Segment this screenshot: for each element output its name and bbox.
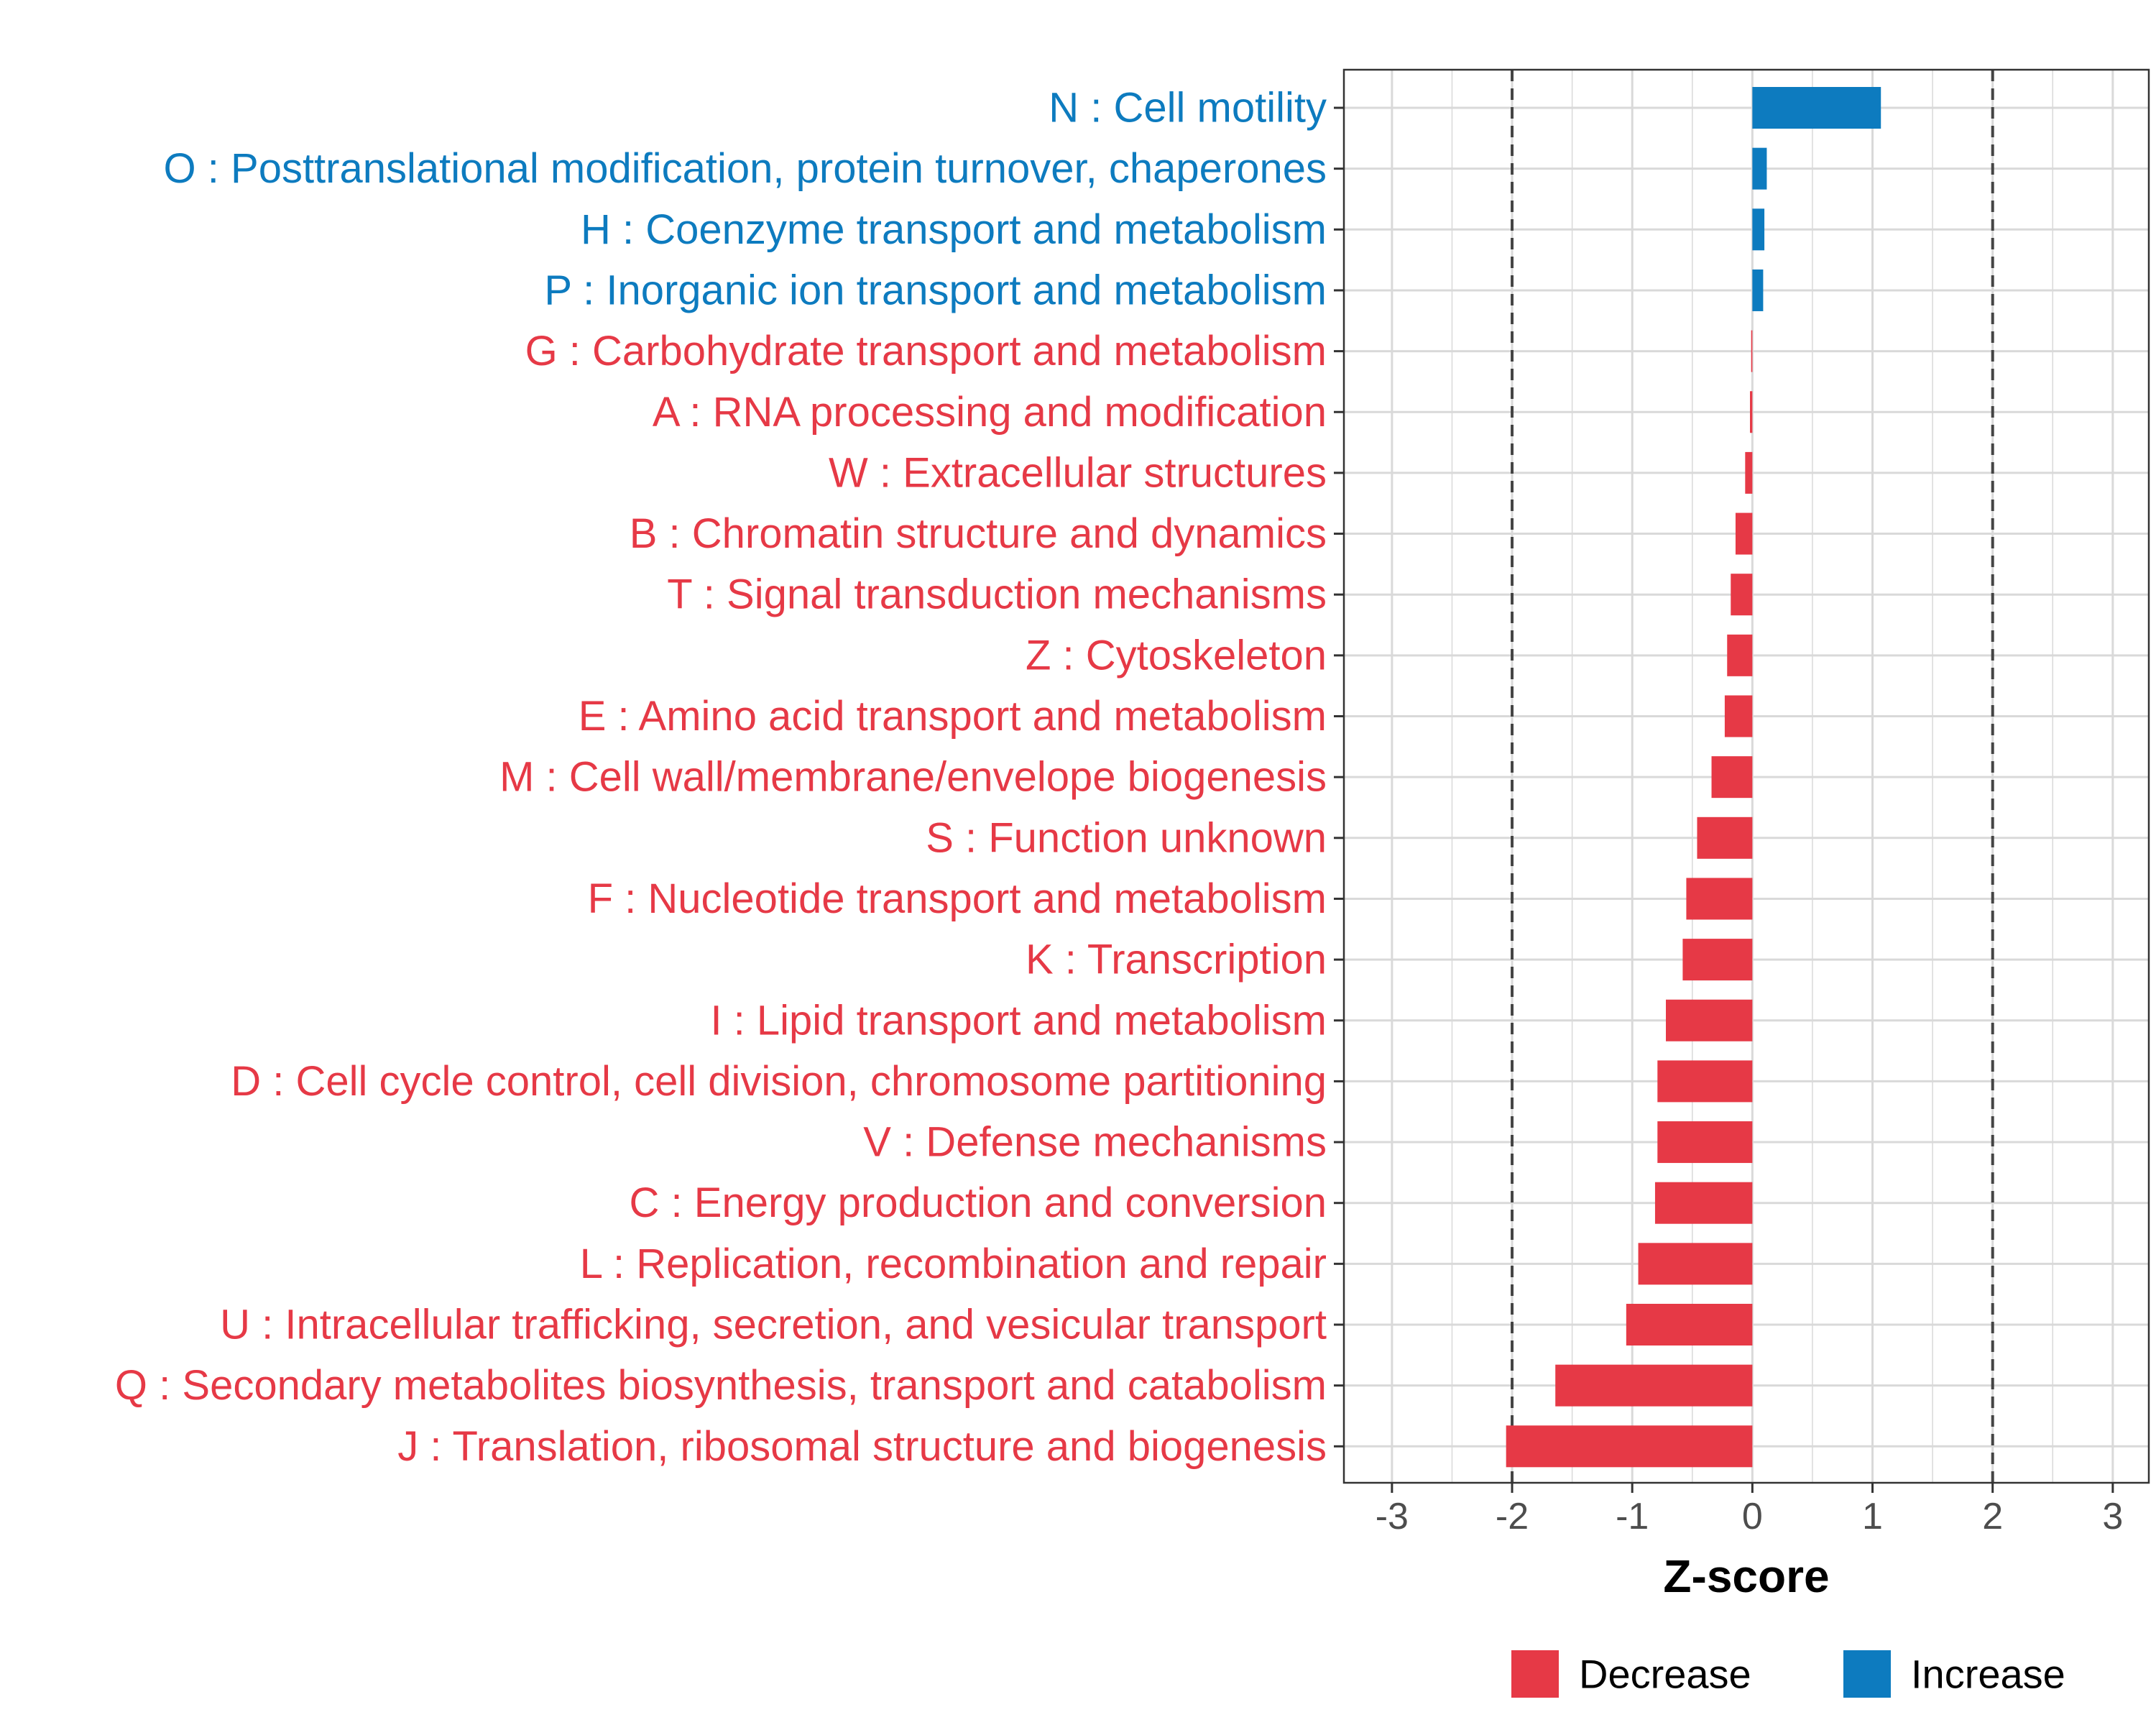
bar [1727, 634, 1753, 676]
y-axis-labels: N : Cell motility O : Posttranslational m… [115, 85, 1327, 1470]
y-tick-label: F : Nucleotide transport and metabolism [588, 875, 1327, 922]
y-tick-label: L : Replication, recombination and repai… [580, 1241, 1327, 1287]
x-tick-label: -2 [1496, 1496, 1529, 1537]
y-tick-label: E : Amino acid transport and metabolism [579, 693, 1327, 740]
bar [1731, 574, 1753, 616]
x-tick-label: 1 [1862, 1496, 1883, 1537]
x-tick-label: 2 [1982, 1496, 2003, 1537]
bar [1654, 1182, 1753, 1224]
bar [1751, 330, 1753, 372]
y-tick-label: Z : Cytoskeleton [1026, 632, 1327, 678]
bar [1657, 1121, 1753, 1164]
y-tick-label: J : Translation, ribosomal structure and… [397, 1423, 1327, 1470]
y-tick-label: C : Energy production and conversion [630, 1179, 1327, 1226]
bar [1657, 1060, 1753, 1103]
legend-swatch [1843, 1650, 1891, 1698]
bar [1686, 878, 1753, 920]
y-tick-label: B : Chromatin structure and dynamics [630, 510, 1327, 557]
bar [1735, 512, 1753, 555]
bar [1506, 1425, 1753, 1468]
x-axis-labels: -3 -2 -1 0 1 2 3 [1376, 1496, 2124, 1537]
bar [1724, 695, 1753, 737]
bar [1711, 756, 1753, 799]
y-tick-label: K : Transcription [1026, 937, 1327, 983]
bar [1752, 208, 1765, 251]
y-tick-label: I : Lipid transport and metabolism [710, 997, 1327, 1044]
y-tick-label: S : Function unknown [926, 814, 1327, 861]
y-tick-label: U : Intracellular trafficking, secretion… [220, 1302, 1327, 1348]
bar [1682, 939, 1753, 981]
reference-lines [1511, 70, 1994, 1483]
bar [1745, 451, 1753, 494]
y-tick-label: D : Cell cycle control, cell division, c… [231, 1058, 1327, 1105]
x-tick-label: -3 [1376, 1496, 1409, 1537]
legend-label: Increase [1911, 1652, 2065, 1697]
bar [1626, 1304, 1753, 1346]
x-axis-title: Z-score [1663, 1550, 1829, 1602]
legend: Decrease Increase [1511, 1650, 2065, 1698]
y-axis-ticks [1334, 106, 1344, 1448]
bar [1697, 816, 1753, 859]
x-tick-label: 3 [2102, 1496, 2123, 1537]
legend-label: Decrease [1579, 1652, 1751, 1697]
y-tick-label: Q : Secondary metabolites biosynthesis, … [115, 1362, 1327, 1409]
bars [1506, 87, 1881, 1468]
y-tick-label: G : Carbohydrate transport and metabolis… [525, 328, 1327, 374]
y-tick-label: A : RNA processing and modification [653, 389, 1327, 436]
bar [1752, 87, 1881, 129]
bar [1750, 391, 1753, 433]
bar [1666, 999, 1753, 1041]
y-tick-label: N : Cell motility [1049, 85, 1327, 132]
y-tick-label: T : Signal transduction mechanisms [667, 571, 1327, 618]
y-tick-label: P : Inorganic ion transport and metaboli… [544, 267, 1327, 313]
bar [1555, 1364, 1753, 1407]
y-tick-label: M : Cell wall/membrane/envelope biogenes… [499, 754, 1327, 801]
y-tick-label: V : Defense mechanisms [863, 1119, 1327, 1166]
bar [1638, 1243, 1753, 1285]
y-tick-label: H : Coenzyme transport and metabolism [581, 206, 1327, 253]
bar [1752, 269, 1764, 311]
y-tick-label: W : Extracellular structures [829, 449, 1327, 496]
x-tick-label: 0 [1742, 1496, 1763, 1537]
y-tick-label: O : Posttranslational modification, prot… [164, 145, 1327, 192]
bar [1752, 147, 1767, 190]
x-axis-ticks [1391, 1483, 2114, 1493]
x-tick-label: -1 [1616, 1496, 1649, 1537]
legend-swatch [1511, 1650, 1559, 1698]
